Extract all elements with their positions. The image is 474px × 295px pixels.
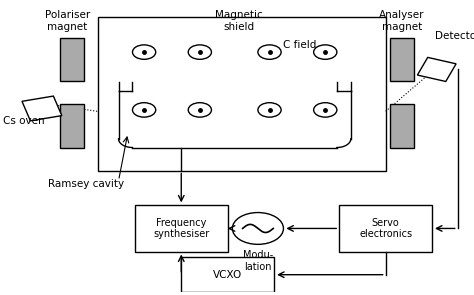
Polygon shape: [418, 58, 456, 81]
Text: Detector: Detector: [435, 31, 474, 41]
Bar: [181, 257, 274, 292]
Text: Servo
electronics: Servo electronics: [359, 218, 412, 239]
Text: Cs oven: Cs oven: [2, 117, 44, 127]
Text: Modu-
lation: Modu- lation: [243, 250, 273, 272]
Text: C field: C field: [283, 40, 317, 50]
Text: Ramsey cavity: Ramsey cavity: [48, 179, 124, 189]
Text: Magnetic
shield: Magnetic shield: [216, 10, 263, 32]
Text: Polariser
magnet: Polariser magnet: [45, 10, 90, 32]
Bar: [339, 205, 432, 252]
Bar: [390, 38, 413, 81]
Bar: [390, 104, 413, 148]
Bar: [61, 104, 84, 148]
Bar: [135, 205, 228, 252]
Text: Frequency
synthesiser: Frequency synthesiser: [153, 218, 210, 239]
Polygon shape: [22, 96, 62, 121]
Bar: [98, 17, 386, 171]
Text: Analyser
magnet: Analyser magnet: [379, 10, 425, 32]
Text: VCXO: VCXO: [213, 270, 242, 280]
Bar: [61, 38, 84, 81]
